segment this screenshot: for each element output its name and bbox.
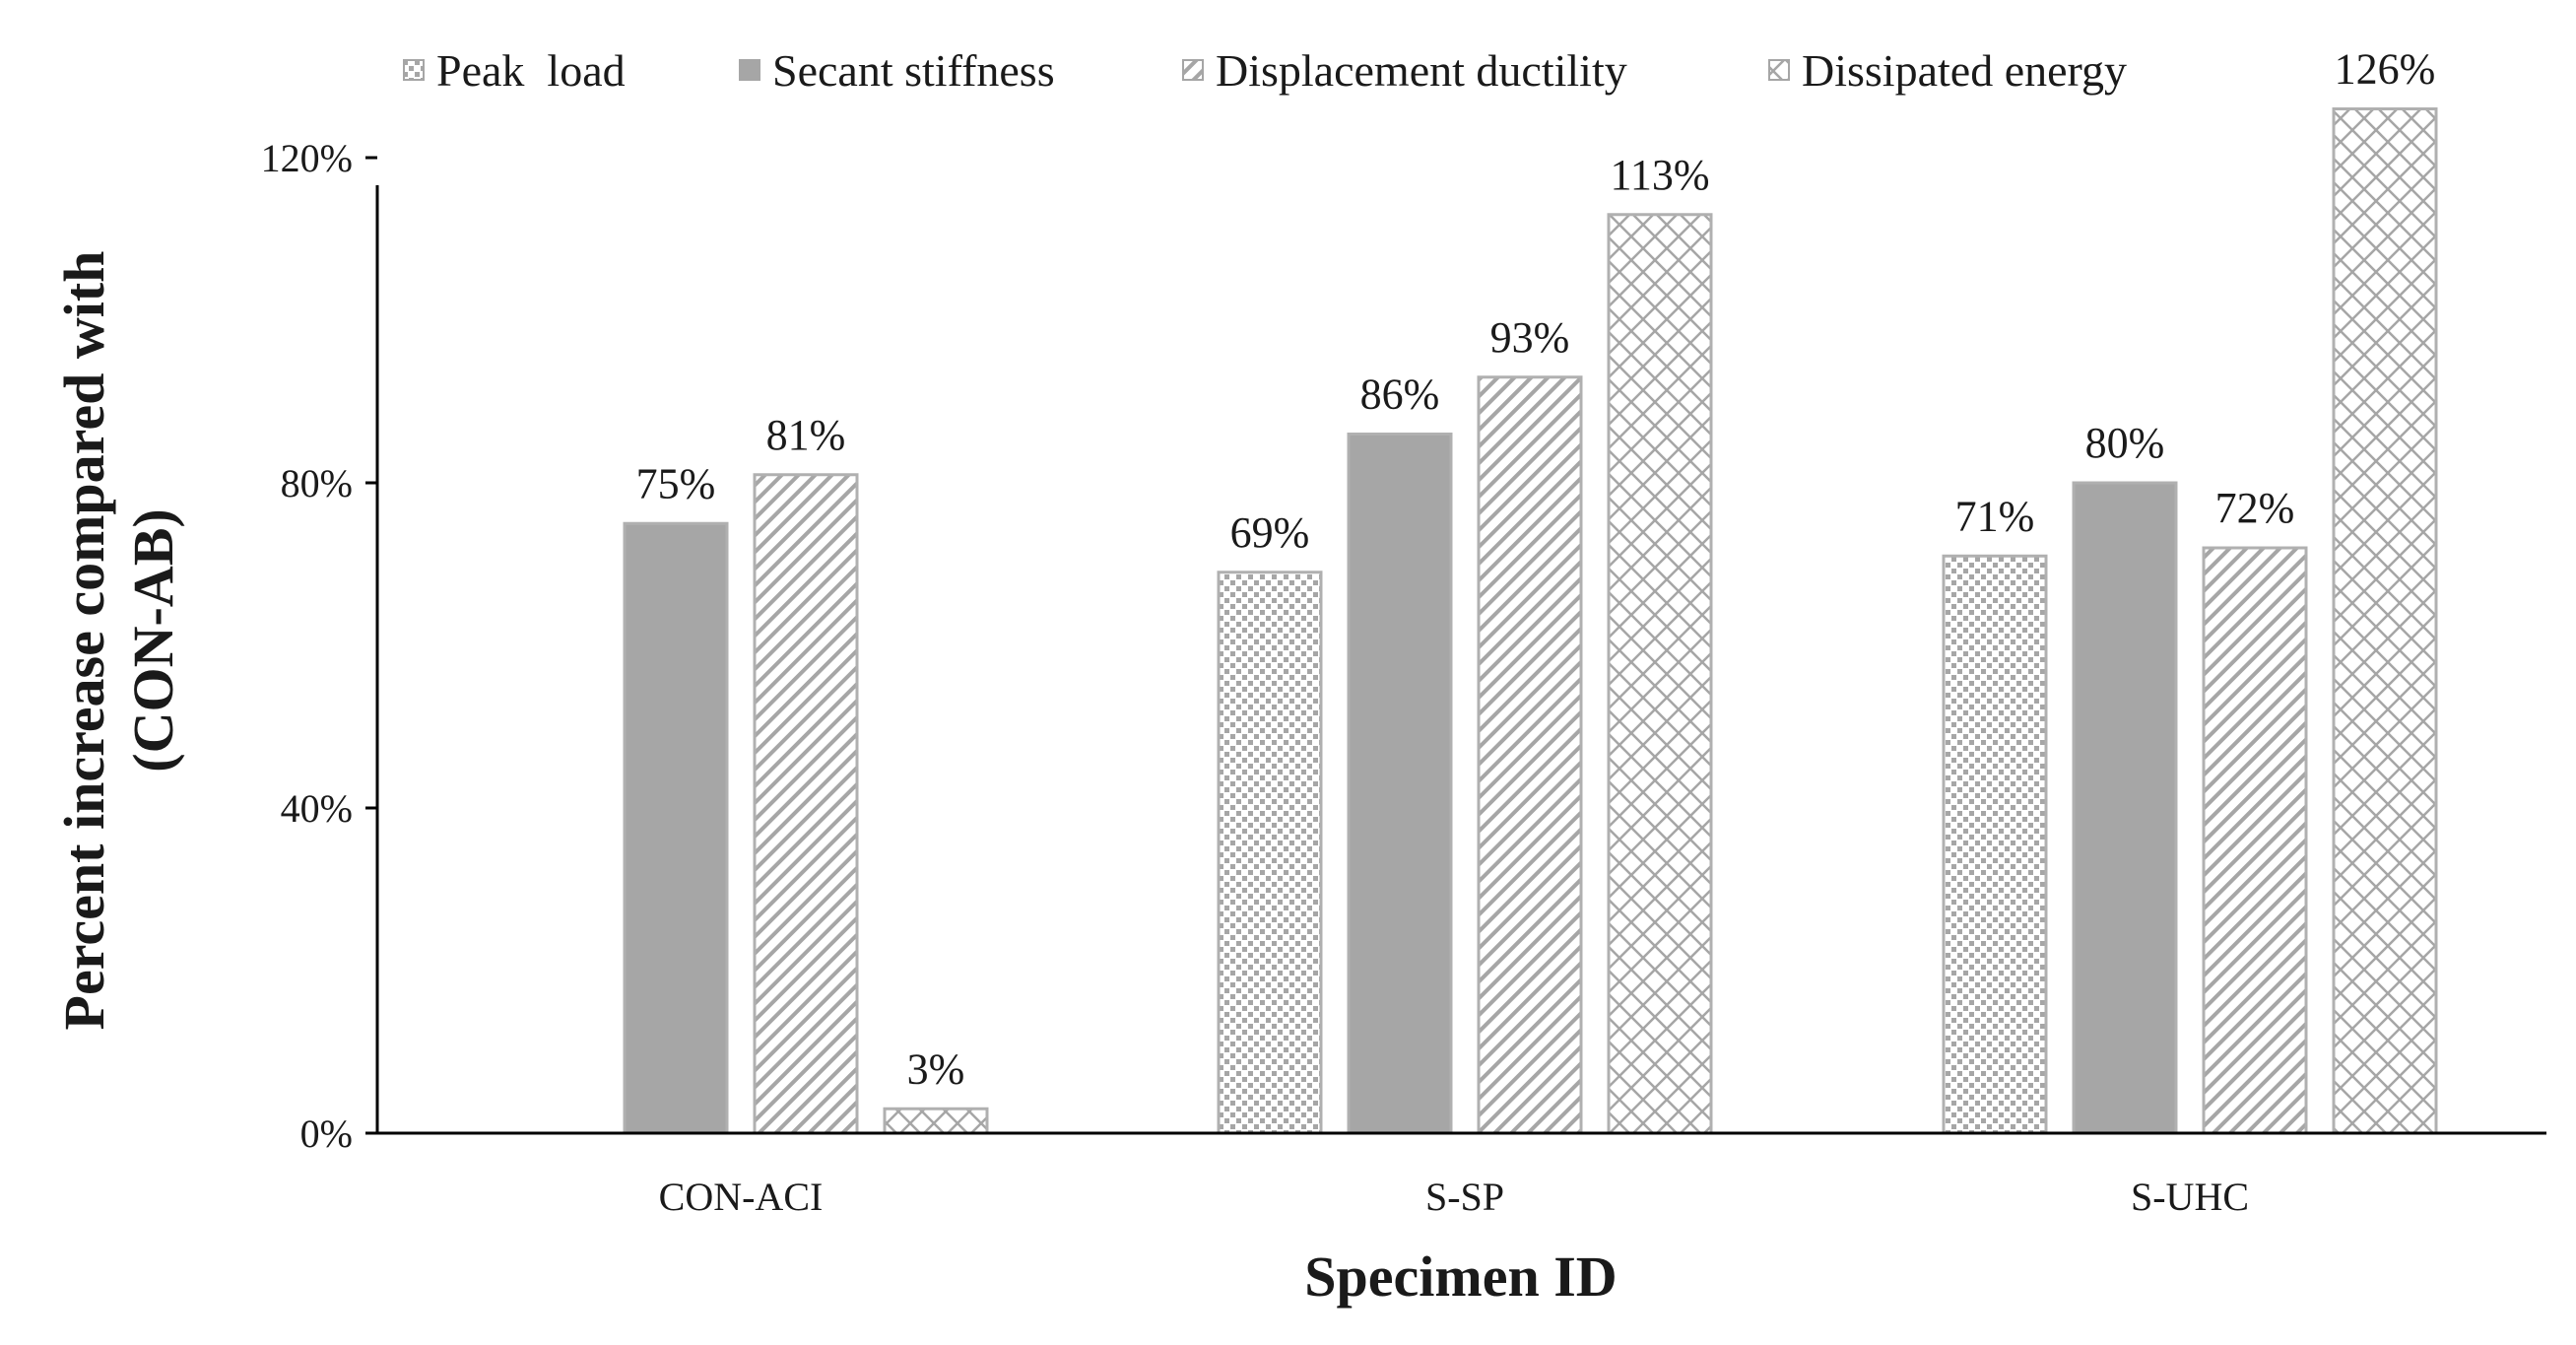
bar-dissipated-energy-s-uhc	[2332, 107, 2438, 1135]
legend-label-secant-stiffness: Secant stiffness	[772, 45, 1055, 96]
data-label-dissipated-energy-con-aci: 3%	[907, 1044, 965, 1093]
legend-label-peak-load: Peak load	[436, 45, 626, 96]
bar-dissipated-energy-s-sp	[1607, 213, 1713, 1135]
y-tick-label: 80%	[281, 461, 353, 505]
legend: Peak load Secant stiffness Displacement …	[403, 45, 2127, 96]
y-tick-label: 0%	[300, 1111, 353, 1156]
bar-displacement-ductility-con-aci	[753, 473, 859, 1135]
bar-secant-stiffness-s-sp	[1347, 433, 1453, 1135]
legend-item-dissipated-energy: Dissipated energy	[1768, 45, 2127, 96]
bar-displacement-ductility-s-uhc	[2202, 546, 2308, 1135]
y-tick-label: 120%	[261, 136, 353, 180]
data-label-displacement-ductility-con-aci: 81%	[766, 411, 846, 459]
x-axis-ticks: CON-ACI S-SP S-UHC	[659, 1175, 2249, 1219]
data-label-dissipated-energy-s-uhc: 126%	[2335, 45, 2436, 94]
data-label-dissipated-energy-s-sp: 113%	[1610, 151, 1709, 199]
data-label-peak-load-s-uhc: 71%	[1955, 492, 2035, 540]
bars	[495, 107, 2438, 1135]
bar-secant-stiffness-con-aci	[623, 521, 729, 1135]
legend-swatch-secant-stiffness	[739, 59, 760, 81]
y-axis-ticks: 0% 40% 80% 120%	[261, 136, 377, 1156]
legend-item-peak-load: Peak load	[403, 45, 626, 96]
data-labels: 69% 71% 75% 86% 80% 81% 93% 72% 3% 113% 126%	[636, 45, 2436, 1094]
bar-peak-load-s-uhc	[1942, 554, 2048, 1135]
bar-dissipated-energy-con-aci	[883, 1107, 989, 1135]
legend-item-secant-stiffness: Secant stiffness	[739, 45, 1055, 96]
bar-displacement-ductility-s-sp	[1477, 375, 1583, 1135]
data-label-secant-stiffness-con-aci: 75%	[636, 459, 716, 507]
legend-swatch-displacement-ductility	[1182, 59, 1204, 81]
data-label-secant-stiffness-s-sp: 86%	[1360, 370, 1440, 419]
y-axis-title-line-1: Percent increase compared with	[52, 251, 116, 1031]
bar-peak-load-s-sp	[1217, 571, 1323, 1135]
x-tick-label-con-aci: CON-ACI	[659, 1175, 824, 1219]
legend-label-displacement-ductility: Displacement ductility	[1216, 45, 1627, 96]
data-label-peak-load-s-sp: 69%	[1230, 508, 1310, 557]
legend-label-dissipated-energy: Dissipated energy	[1802, 45, 2127, 96]
data-label-displacement-ductility-s-uhc: 72%	[2215, 484, 2295, 532]
bar-secant-stiffness-s-uhc	[2072, 481, 2178, 1135]
data-label-secant-stiffness-s-uhc: 80%	[2085, 419, 2165, 467]
legend-item-displacement-ductility: Displacement ductility	[1182, 45, 1627, 96]
y-tick-label: 40%	[281, 786, 353, 831]
data-label-displacement-ductility-s-sp: 93%	[1490, 313, 1570, 362]
x-tick-label-s-sp: S-SP	[1425, 1175, 1504, 1219]
x-axis-title: Specimen ID	[1304, 1244, 1617, 1309]
x-tick-label-s-uhc: S-UHC	[2131, 1175, 2249, 1219]
y-axis-title-line-2: (CON-AB)	[121, 508, 185, 772]
legend-swatch-peak-load	[403, 59, 425, 81]
legend-swatch-dissipated-energy	[1768, 59, 1790, 81]
